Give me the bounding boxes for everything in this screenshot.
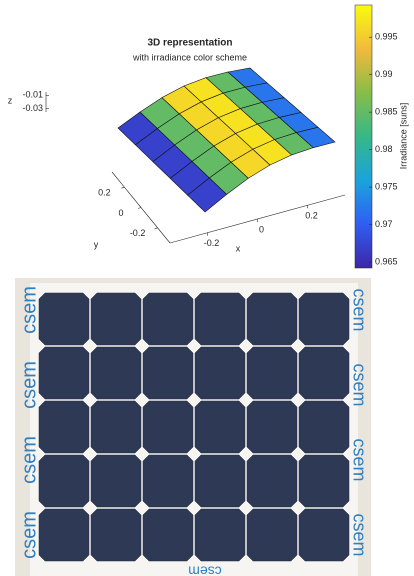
solar-cell [195, 509, 245, 561]
colorbar-tick-label: 0.965 [375, 256, 398, 266]
x-tick-label: 0.2 [305, 211, 318, 221]
z-axis-label: z [8, 95, 13, 105]
solar-cell [299, 293, 349, 345]
csem-print: csem [18, 436, 40, 484]
colorbar-tick-label: 0.985 [375, 107, 398, 117]
solar-cell [247, 509, 297, 561]
solar-cell [195, 455, 245, 507]
chart-subtitle: with irradiance color scheme [132, 52, 247, 62]
colorbar-tick-label: 0.98 [375, 144, 393, 154]
csem-print: csem [18, 511, 40, 559]
y-axis-label: y [94, 239, 99, 249]
photo: csem csem csem csem csem csem csem csem csem [15, 278, 371, 576]
solar-cell [247, 347, 297, 399]
csem-print: csem [349, 438, 369, 481]
solar-cell [91, 509, 141, 561]
solar-cell [91, 455, 141, 507]
figure: 3D representation with irradiance color … [0, 0, 414, 576]
csem-print: csem [188, 563, 221, 576]
solar-cell [299, 509, 349, 561]
solar-cell [299, 401, 349, 453]
solar-cell [91, 293, 141, 345]
x-tick-label: 0 [259, 224, 264, 234]
solar-cell [39, 455, 89, 507]
colorbar-tick-label: 0.99 [375, 69, 393, 79]
solar-cell [195, 347, 245, 399]
x-tick-label: -0.2 [204, 238, 220, 248]
y-tick-label: -0.2 [130, 228, 146, 238]
y-tick-label: 0 [118, 208, 123, 218]
csem-print: csem [349, 513, 369, 556]
solar-cell [195, 401, 245, 453]
solar-cell [247, 401, 297, 453]
solar-cell [39, 347, 89, 399]
chart-title: 3D representation [147, 38, 232, 49]
colorbar-tick-label: 0.975 [375, 181, 398, 191]
solar-cell [143, 347, 193, 399]
solar-cell [39, 401, 89, 453]
csem-print: csem [349, 288, 369, 331]
csem-print: csem [18, 286, 40, 334]
colorbar-tick-label: 0.97 [375, 219, 393, 229]
solar-cell [91, 401, 141, 453]
solar-cell [247, 455, 297, 507]
z-tick-label: -0.03 [22, 103, 43, 113]
solar-cell [39, 509, 89, 561]
solar-cell [247, 293, 297, 345]
solar-cell [143, 509, 193, 561]
y-tick [155, 228, 158, 229]
solar-cell [91, 347, 141, 399]
solar-cell [143, 401, 193, 453]
x-axis-label: x [236, 243, 241, 253]
y-tick-label: 0.2 [98, 188, 111, 198]
colorbar-label: Irradiance [suns] [398, 103, 408, 170]
y-tick [138, 208, 141, 209]
plot-area: -0.2 0 0.2 -0.2 0 0.2 -0.01 -0.03 x y z [8, 68, 345, 253]
solar-cell [143, 293, 193, 345]
colorbar-tick-label: 0.995 [375, 32, 398, 42]
solar-cell [143, 455, 193, 507]
colorbar [355, 5, 372, 268]
solar-cell [39, 293, 89, 345]
y-tick [121, 187, 124, 188]
solar-cell [299, 455, 349, 507]
solar-cell [195, 293, 245, 345]
csem-print: csem [349, 363, 369, 406]
z-tick-label: -0.01 [22, 90, 43, 100]
csem-print: csem [18, 361, 40, 409]
solar-cell [299, 347, 349, 399]
